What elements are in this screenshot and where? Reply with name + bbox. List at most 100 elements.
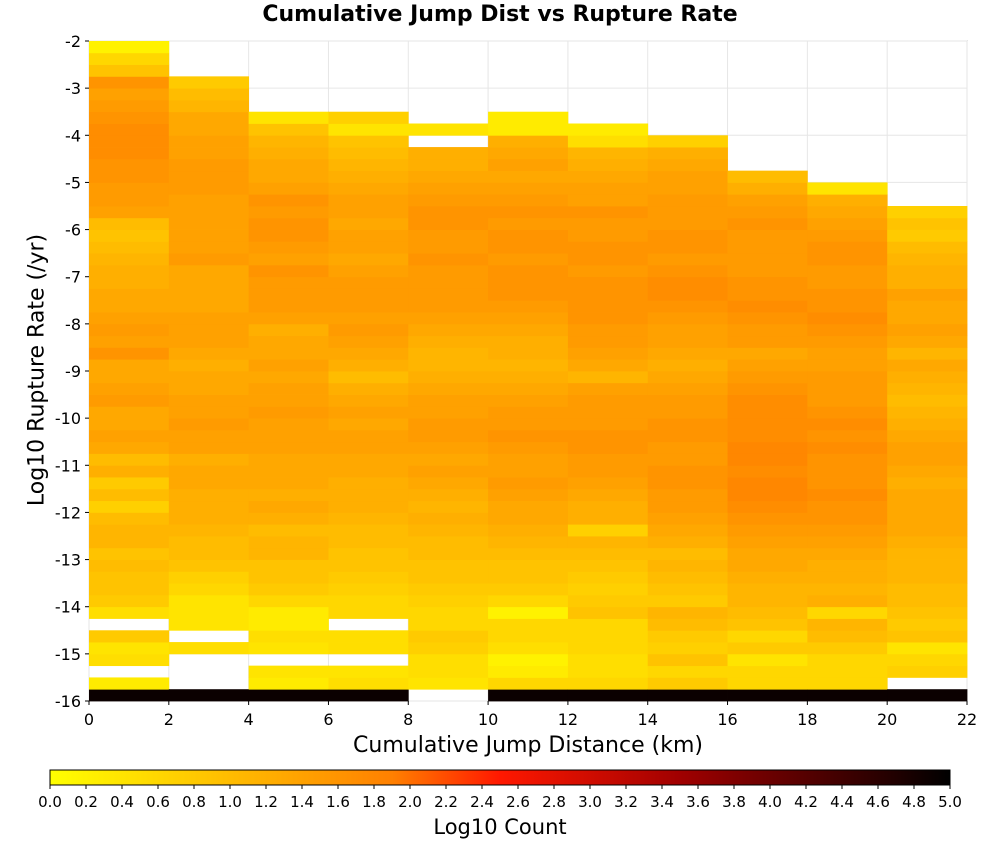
heatmap-cell — [887, 335, 968, 348]
heatmap-cell — [488, 206, 569, 219]
heatmap-cell — [408, 477, 489, 490]
heatmap-cell — [168, 547, 250, 560]
heatmap-cell — [168, 512, 250, 525]
heatmap-cell — [488, 147, 569, 160]
heatmap-cell — [328, 477, 409, 490]
colorbar-tick-label: 1.8 — [362, 793, 386, 811]
heatmap-cell — [248, 512, 329, 525]
heatmap-cell — [168, 488, 250, 502]
heatmap-cell — [727, 182, 808, 195]
heatmap-cell — [89, 689, 170, 702]
heatmap-cell — [408, 536, 489, 549]
heatmap-cell — [887, 300, 968, 313]
heatmap-cell — [168, 170, 250, 183]
x-tick-label: 12 — [558, 710, 578, 729]
y-tick-label: -10 — [55, 409, 81, 428]
heatmap-cell — [488, 135, 569, 148]
colorbar-tick-label: 1.0 — [218, 793, 242, 811]
heatmap-cell — [408, 594, 489, 608]
heatmap-cell — [647, 371, 728, 384]
heatmap-cell — [408, 300, 489, 313]
heatmap-cell — [727, 618, 808, 631]
heatmap-cell — [887, 429, 968, 443]
heatmap-cell — [647, 206, 728, 219]
heatmap-cell — [727, 406, 808, 419]
heatmap-cell — [328, 323, 409, 337]
heatmap-cell — [727, 359, 808, 372]
heatmap-cell — [89, 453, 170, 466]
heatmap-cell — [488, 583, 569, 596]
heatmap-cell — [647, 276, 728, 289]
heatmap-cell — [807, 606, 888, 619]
colorbar-tick-label: 2.2 — [434, 793, 458, 811]
heatmap-cell — [328, 347, 409, 360]
heatmap-cell — [647, 182, 728, 195]
heatmap-cell — [328, 429, 409, 443]
heatmap-cell — [408, 488, 489, 502]
heatmap-cell — [727, 429, 808, 443]
heatmap-cell — [248, 182, 329, 195]
heatmap-cell — [328, 583, 409, 596]
heatmap-cell — [248, 217, 329, 230]
heatmap-cell — [727, 583, 808, 596]
heatmap-cell — [488, 382, 569, 395]
y-tick-label: -12 — [55, 503, 81, 522]
heatmap-cell — [727, 229, 808, 242]
heatmap-cell — [807, 371, 888, 384]
heatmap-cell — [168, 312, 250, 325]
heatmap-cell — [168, 594, 250, 608]
colorbar-tick-label: 1.2 — [254, 793, 278, 811]
heatmap-cell — [647, 536, 728, 549]
heatmap-cell — [647, 465, 728, 478]
heatmap-cell — [328, 264, 409, 278]
heatmap-cell — [408, 583, 489, 596]
heatmap-cell — [488, 547, 569, 560]
heatmap-cell — [248, 158, 329, 172]
heatmap-cell — [168, 429, 250, 443]
y-tick-label: -3 — [65, 79, 81, 98]
heatmap-cell — [328, 158, 409, 172]
heatmap-cell — [647, 512, 728, 525]
heatmap-cell — [887, 583, 968, 596]
colorbar-label: Log10 Count — [433, 815, 567, 839]
heatmap-cell — [89, 371, 170, 384]
heatmap-cell — [89, 135, 170, 148]
heatmap-cell — [807, 359, 888, 372]
colorbar-ticks: 0.0 0.2 0.4 0.6 0.8 1.0 1.2 1.4 1.6 1.8 2.0 2.2 2.4 2… — [38, 785, 962, 811]
heatmap-cell — [647, 606, 728, 619]
heatmap-cell — [248, 453, 329, 466]
heatmap-cell — [408, 382, 489, 395]
heatmap-cell — [567, 323, 649, 337]
heatmap-cell — [89, 253, 170, 266]
heatmap-cell — [807, 182, 888, 195]
heatmap-cell — [807, 453, 888, 466]
heatmap-cell — [89, 276, 170, 289]
heatmap-cell — [408, 312, 489, 325]
heatmap-cell — [567, 441, 649, 454]
heatmap-cell — [647, 312, 728, 325]
heatmap-cell — [727, 276, 808, 289]
heatmap-cell — [168, 500, 250, 513]
heatmap-cell — [807, 488, 888, 502]
x-tick-label: 16 — [717, 710, 737, 729]
heatmap-cell — [887, 500, 968, 513]
heatmap-cell — [567, 559, 649, 572]
heatmap-cell — [248, 594, 329, 608]
heatmap-cell — [727, 312, 808, 325]
heatmap-cell — [328, 606, 409, 619]
heatmap-cell — [408, 453, 489, 466]
heatmap-cell — [89, 170, 170, 183]
heatmap-cell — [887, 418, 968, 431]
heatmap-cell — [567, 135, 649, 148]
heatmap-cell — [328, 677, 409, 690]
heatmap-cell — [328, 512, 409, 525]
heatmap-cell — [807, 264, 888, 278]
heatmap-cell — [89, 488, 170, 502]
heatmap-cell — [328, 312, 409, 325]
heatmap-cell — [567, 418, 649, 431]
heatmap-cell — [248, 665, 329, 678]
heatmap-cell — [89, 52, 170, 65]
heatmap-cell — [248, 312, 329, 325]
heatmap-cell — [807, 429, 888, 443]
heatmap-cell — [488, 170, 569, 183]
